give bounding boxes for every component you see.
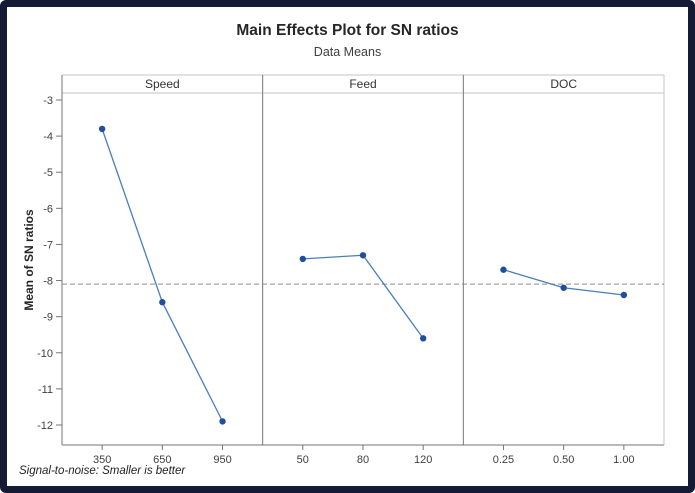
data-point xyxy=(420,335,427,342)
x-tick-label: 0.50 xyxy=(553,454,574,466)
x-tick-label: 950 xyxy=(213,454,231,466)
main-effects-plot: -3 -4 -5 -6 -7 -8 -9 -10 -11 -12 Speed 350 650 950 Fee… xyxy=(37,74,665,466)
x-tick-label: 650 xyxy=(153,454,171,466)
trend-line-doc xyxy=(503,269,624,296)
x-tick-label: 120 xyxy=(414,454,432,466)
data-point xyxy=(98,125,106,133)
y-tick-label: -9 xyxy=(43,312,53,324)
data-point xyxy=(299,255,306,263)
y-tick-label: -5 xyxy=(43,167,53,179)
y-tick-label: -8 xyxy=(43,276,53,288)
chart-subtitle: Data Means xyxy=(313,45,382,59)
panel-label-doc: DOC xyxy=(550,77,577,91)
x-tick-label: 1.00 xyxy=(613,454,634,466)
panel-label-speed: Speed xyxy=(145,77,180,91)
y-tick-label: -3 xyxy=(43,95,53,107)
y-tick-label: -4 xyxy=(43,131,53,143)
chart-title: Main Effects Plot for SN ratios xyxy=(236,22,459,39)
footnote: Signal-to-noise: Smaller is better xyxy=(19,465,186,477)
y-tick-label: -12 xyxy=(37,420,53,432)
y-tick-label: -7 xyxy=(43,239,53,251)
trend-line-speed xyxy=(101,128,224,422)
data-point xyxy=(219,418,226,425)
x-tick-label: 50 xyxy=(297,454,309,466)
trend-line-feed xyxy=(302,254,424,339)
data-point xyxy=(500,266,507,273)
y-tick-label: -11 xyxy=(38,384,53,396)
x-tick-label: 350 xyxy=(93,454,111,466)
x-tick-label: 80 xyxy=(357,454,369,466)
data-point xyxy=(560,284,567,291)
panel-label-feed: Feed xyxy=(349,77,376,91)
data-point xyxy=(159,299,166,306)
y-tick-label: -6 xyxy=(43,203,53,215)
y-tick-label: -10 xyxy=(37,348,53,360)
x-tick-label: 0.25 xyxy=(493,454,514,466)
data-point xyxy=(620,291,628,299)
data-point xyxy=(359,252,367,259)
